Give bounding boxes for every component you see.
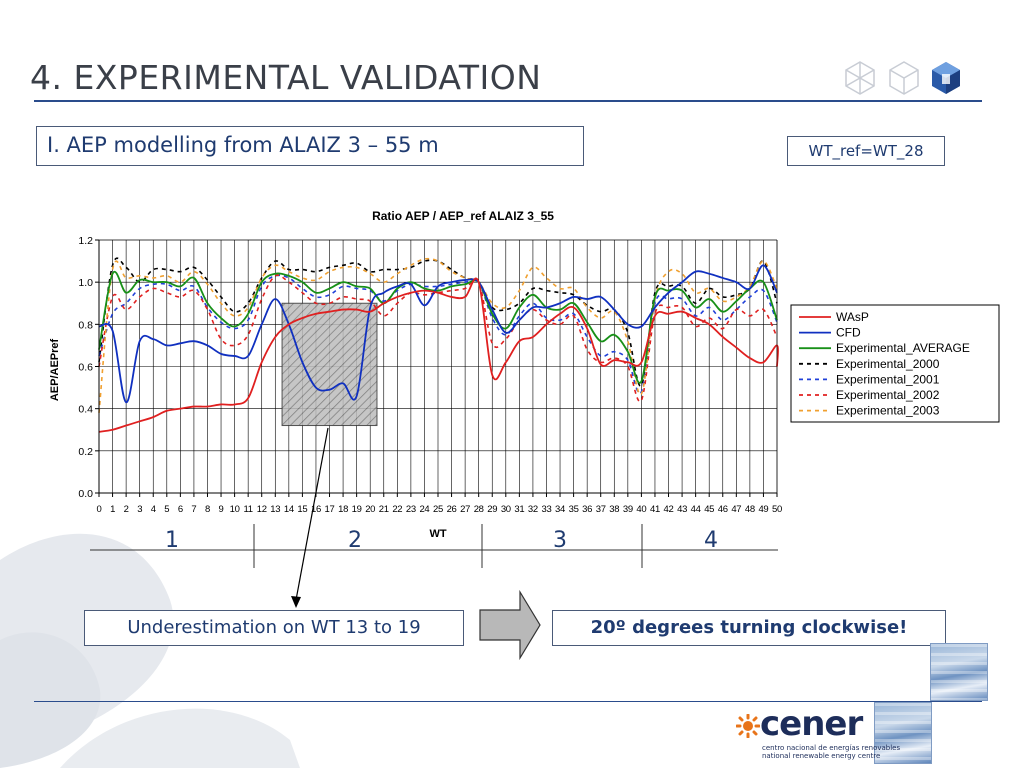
x-tick-label: 28 <box>474 504 484 515</box>
x-tick-label: 34 <box>555 504 565 515</box>
x-tick-label: 19 <box>352 504 362 515</box>
x-tick-label: 42 <box>664 504 674 515</box>
series-line-cfd <box>98 264 778 404</box>
cener-subtitle-es: centro nacional de energías renovables <box>762 744 901 752</box>
sky-photo-bottom <box>874 702 932 764</box>
right-block-arrow-icon <box>479 590 541 660</box>
chart-title: Ratio AEP / AEP_ref ALAIZ 3_55 <box>372 209 554 223</box>
x-tick-label: 14 <box>284 504 294 515</box>
x-tick-label: 15 <box>297 504 307 515</box>
x-tick-label: 31 <box>514 504 524 515</box>
x-tick-label: 49 <box>758 504 768 515</box>
x-tick-label: 44 <box>691 504 701 515</box>
x-tick-label: 13 <box>270 504 280 515</box>
x-tick-label: 3 <box>137 504 142 515</box>
y-tick-label: 1.2 <box>78 235 93 247</box>
legend-entry: Experimental_2003 <box>836 404 940 418</box>
series-line-experimental-2003 <box>98 257 778 413</box>
x-tick-label: 30 <box>501 504 511 515</box>
legend-entry: Experimental_2002 <box>836 388 940 402</box>
cener-sun-icon <box>736 714 760 738</box>
wt-ref-label: WT_ref=WT_28 <box>787 136 945 166</box>
series-line-experimental-2000 <box>98 257 778 387</box>
y-tick-label: 0.8 <box>78 319 93 331</box>
x-tick-label: 0 <box>97 504 102 515</box>
x-tick-label: 9 <box>219 504 224 515</box>
x-tick-label: 20 <box>365 504 375 515</box>
x-tick-label: 18 <box>338 504 348 515</box>
title-divider <box>34 100 982 102</box>
x-tick-label: 38 <box>609 504 619 515</box>
y-tick-label: 0.2 <box>78 446 93 458</box>
cube-logo-icon <box>845 61 960 95</box>
x-tick-label: 26 <box>447 504 457 515</box>
x-tick-label: 7 <box>191 504 196 515</box>
legend-entry: Experimental_AVERAGE <box>836 341 970 355</box>
region-label-2: 2 <box>348 528 362 553</box>
x-tick-label: 39 <box>623 504 633 515</box>
y-axis-label: AEP/AEPref <box>49 338 61 401</box>
section-subtitle: I. AEP modelling from ALAIZ 3 – 55 m <box>36 126 584 166</box>
series-line-experimental-2002 <box>98 274 778 403</box>
x-tick-label: 10 <box>230 504 240 515</box>
x-tick-label: 35 <box>569 504 579 515</box>
x-tick-label: 21 <box>379 504 389 515</box>
x-tick-label: 29 <box>487 504 497 515</box>
aep-ratio-chart: Ratio AEP / AEP_ref ALAIZ 3_55 0.0 0.2 0.4… <box>49 209 1000 540</box>
x-tick-label: 24 <box>419 504 429 515</box>
turning-clockwise-note: 20º degrees turning clockwise! <box>552 610 946 646</box>
x-tick-label: 50 <box>772 504 782 515</box>
legend-entry: Experimental_2001 <box>836 372 940 386</box>
x-tick-label: 12 <box>257 504 267 515</box>
y-tick-label: 0.4 <box>78 404 93 416</box>
x-tick-label: 48 <box>745 504 755 515</box>
x-tick-label: 33 <box>541 504 551 515</box>
x-tick-label: 4 <box>151 504 156 515</box>
x-tick-label: 43 <box>677 504 687 515</box>
series-line-wasp <box>98 277 779 433</box>
y-tick-label: 1.0 <box>78 277 93 289</box>
region-label-4: 4 <box>704 528 718 553</box>
x-axis-label: WT <box>429 528 446 540</box>
y-tick-label: 0.6 <box>78 362 93 374</box>
x-tick-label: 23 <box>406 504 416 515</box>
slide-title: 4. EXPERIMENTAL VALIDATION <box>30 58 542 97</box>
legend-entry: Experimental_2000 <box>836 357 940 371</box>
x-tick-label: 46 <box>718 504 728 515</box>
x-tick-label: 40 <box>636 504 646 515</box>
legend-entry: CFD <box>836 326 861 340</box>
x-tick-label: 11 <box>244 504 253 515</box>
x-tick-label: 5 <box>164 504 169 515</box>
x-tick-label: 22 <box>392 504 402 515</box>
underestimation-note: Underestimation on WT 13 to 19 <box>84 610 464 646</box>
footer-divider <box>34 701 982 702</box>
series-line-experimental-average <box>98 270 778 384</box>
cener-logo: cener centro nacional de energías renova… <box>736 704 900 762</box>
x-tick-label: 41 <box>650 504 660 515</box>
region-label-3: 3 <box>553 528 567 553</box>
sky-photo-top <box>930 643 988 701</box>
y-tick-label: 0.0 <box>78 488 93 500</box>
x-tick-label: 17 <box>325 504 335 515</box>
cener-wordmark: cener <box>760 704 863 744</box>
x-tick-label: 37 <box>596 504 606 515</box>
x-tick-label: 27 <box>460 504 470 515</box>
x-tick-label: 1 <box>110 504 115 515</box>
x-tick-label: 2 <box>124 504 129 515</box>
x-tick-label: 16 <box>311 504 321 515</box>
legend-entry: WAsP <box>836 310 869 324</box>
x-tick-label: 8 <box>205 504 210 515</box>
region-label-1: 1 <box>165 528 179 553</box>
cener-subtitle-en: national renewable energy centre <box>762 752 881 760</box>
x-tick-label: 32 <box>528 504 538 515</box>
x-tick-label: 6 <box>178 504 183 515</box>
x-tick-label: 25 <box>433 504 443 515</box>
x-tick-label: 47 <box>731 504 741 515</box>
x-tick-label: 36 <box>582 504 592 515</box>
x-tick-label: 45 <box>704 504 714 515</box>
region-separator-bar <box>90 524 778 568</box>
